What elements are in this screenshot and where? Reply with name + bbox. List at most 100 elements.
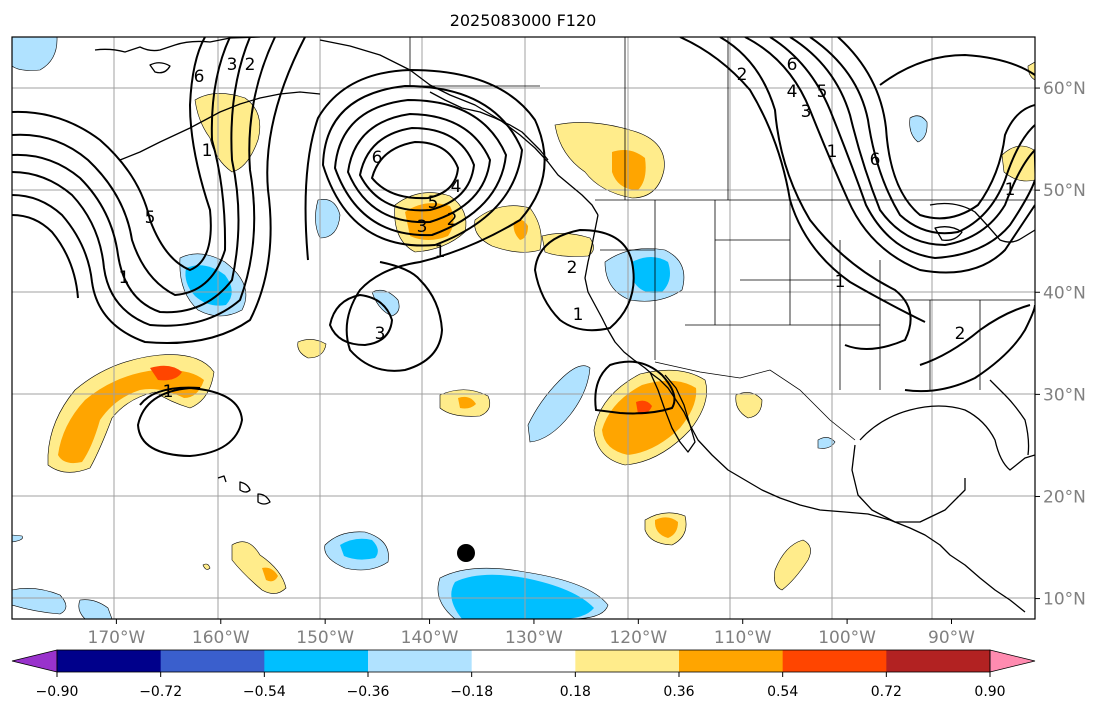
negative-anomaly-area xyxy=(12,534,23,543)
longitude-tick-label: 160°W xyxy=(192,628,250,648)
svg-text:2: 2 xyxy=(567,258,578,278)
longitude-tick-label: 120°W xyxy=(609,628,667,648)
positive-anomaly-area xyxy=(231,541,287,594)
svg-text:5: 5 xyxy=(428,193,439,213)
svg-text:1: 1 xyxy=(573,305,584,325)
colorbar-bin xyxy=(57,650,162,672)
svg-text:1: 1 xyxy=(119,268,130,288)
svg-text:5: 5 xyxy=(817,82,828,102)
colorbar-tick-label: −0.18 xyxy=(450,684,493,700)
positive-anomaly-area xyxy=(654,517,678,538)
positive-anomaly-area xyxy=(774,539,811,591)
map-title: 2025083000 F120 xyxy=(450,11,597,30)
latitude-tick-labels: 60°N 50°N 40°N 30°N 20°N 10°N xyxy=(1035,79,1086,610)
positive-anomaly-area xyxy=(612,150,646,190)
svg-text:5: 5 xyxy=(145,208,156,228)
negative-anomaly-area xyxy=(340,538,378,560)
negative-anomaly-area xyxy=(12,588,67,615)
svg-text:1: 1 xyxy=(435,242,446,262)
longitude-tick-labels: 170°W 160°W 150°W 140°W 130°W 120°W 110°W 100°W… xyxy=(88,619,975,648)
colorbar-tick-label: −0.54 xyxy=(243,684,286,700)
positive-anomaly-area xyxy=(297,339,327,359)
svg-text:3: 3 xyxy=(227,55,238,75)
colorbar-bin xyxy=(575,650,680,672)
political-borders xyxy=(409,37,1035,441)
svg-text:2: 2 xyxy=(737,65,748,85)
positive-anomaly-area xyxy=(1027,61,1035,81)
anomaly-fills xyxy=(12,37,1035,619)
svg-text:2: 2 xyxy=(447,210,458,230)
negative-anomaly-area xyxy=(185,265,232,306)
negative-anomaly-area xyxy=(451,574,594,619)
positive-anomaly-area xyxy=(150,365,182,381)
positive-anomaly-area xyxy=(1001,145,1035,182)
negative-anomaly-area xyxy=(78,599,113,619)
positive-anomaly-area xyxy=(458,396,476,409)
negative-anomaly-area xyxy=(817,437,836,449)
longitude-tick-label: 140°W xyxy=(401,628,459,648)
negative-anomaly-area xyxy=(315,199,341,239)
svg-text:1: 1 xyxy=(835,272,846,292)
colorbar-bin xyxy=(886,650,991,672)
svg-text:2: 2 xyxy=(245,55,256,75)
colorbar-tick-label: 0.18 xyxy=(560,684,591,700)
svg-text:1: 1 xyxy=(827,142,838,162)
colorbar-frame xyxy=(56,649,991,673)
colorbar-bin xyxy=(264,650,369,672)
svg-text:6: 6 xyxy=(194,67,205,87)
colorbar-tick-label: 0.54 xyxy=(767,684,798,700)
negative-anomaly-area xyxy=(371,289,400,317)
positive-anomaly-area xyxy=(202,563,211,570)
latitude-tick-label: 30°N xyxy=(1043,385,1086,405)
positive-anomaly-area xyxy=(262,567,278,582)
height-contours xyxy=(12,37,1035,458)
map-gridlines xyxy=(12,37,1035,619)
svg-text:6: 6 xyxy=(372,148,383,168)
latitude-tick-label: 60°N xyxy=(1043,79,1086,99)
colorbar-tick-label: 0.36 xyxy=(663,684,694,700)
longitude-tick-label: 90°W xyxy=(928,628,975,648)
negative-anomaly-area xyxy=(527,365,591,443)
svg-text:1: 1 xyxy=(202,141,213,161)
colorbar-bin xyxy=(471,650,576,672)
latitude-tick-label: 20°N xyxy=(1043,487,1086,507)
colorbar: −0.90 −0.72 −0.54 −0.36 −0.18 0.18 0.36 0.54 0.7… xyxy=(11,649,1036,700)
colorbar-tick-label: 0.90 xyxy=(974,684,1005,700)
storm-center-dot xyxy=(457,544,475,562)
svg-text:3: 3 xyxy=(417,217,428,237)
positive-anomaly-area xyxy=(735,392,763,419)
svg-text:6: 6 xyxy=(870,150,881,170)
colorbar-bin xyxy=(679,650,784,672)
svg-text:4: 4 xyxy=(787,82,798,102)
colorbar-tick-label: 0.72 xyxy=(871,684,902,700)
map-area: 1 5 1 6 3 2 1 6 4 5 2 3 1 3 2 1 2 6 5 4 … xyxy=(12,37,1035,619)
svg-text:3: 3 xyxy=(375,324,386,344)
svg-text:1: 1 xyxy=(1005,180,1016,200)
svg-text:4: 4 xyxy=(451,177,462,197)
colorbar-extend-high xyxy=(989,649,1036,673)
positive-anomaly-area xyxy=(636,400,652,415)
longitude-tick-label: 130°W xyxy=(505,628,563,648)
positive-anomaly-area xyxy=(513,219,528,240)
latitude-tick-label: 50°N xyxy=(1043,181,1086,201)
longitude-tick-label: 150°W xyxy=(296,628,354,648)
latitude-tick-label: 10°N xyxy=(1043,590,1086,610)
positive-anomaly-area xyxy=(602,380,697,455)
colorbar-tick-label: −0.90 xyxy=(36,684,79,700)
positive-anomaly-area xyxy=(58,369,204,464)
svg-text:1: 1 xyxy=(163,382,174,402)
svg-text:3: 3 xyxy=(801,102,812,122)
positive-anomaly-area xyxy=(541,233,594,257)
latitude-tick-label: 40°N xyxy=(1043,283,1086,303)
longitude-tick-label: 100°W xyxy=(818,628,876,648)
negative-anomaly-area xyxy=(909,115,928,143)
positive-anomaly-area xyxy=(474,205,542,253)
svg-text:6: 6 xyxy=(787,55,798,75)
colorbar-bin xyxy=(782,650,887,672)
colorbar-tick-label: −0.36 xyxy=(347,684,390,700)
contour-labels: 1 5 1 6 3 2 1 6 4 5 2 3 1 3 2 1 2 6 5 4 … xyxy=(119,55,1016,402)
svg-text:2: 2 xyxy=(955,324,966,344)
colorbar-tick-label: −0.72 xyxy=(139,684,182,700)
negative-anomaly-area xyxy=(632,257,670,293)
